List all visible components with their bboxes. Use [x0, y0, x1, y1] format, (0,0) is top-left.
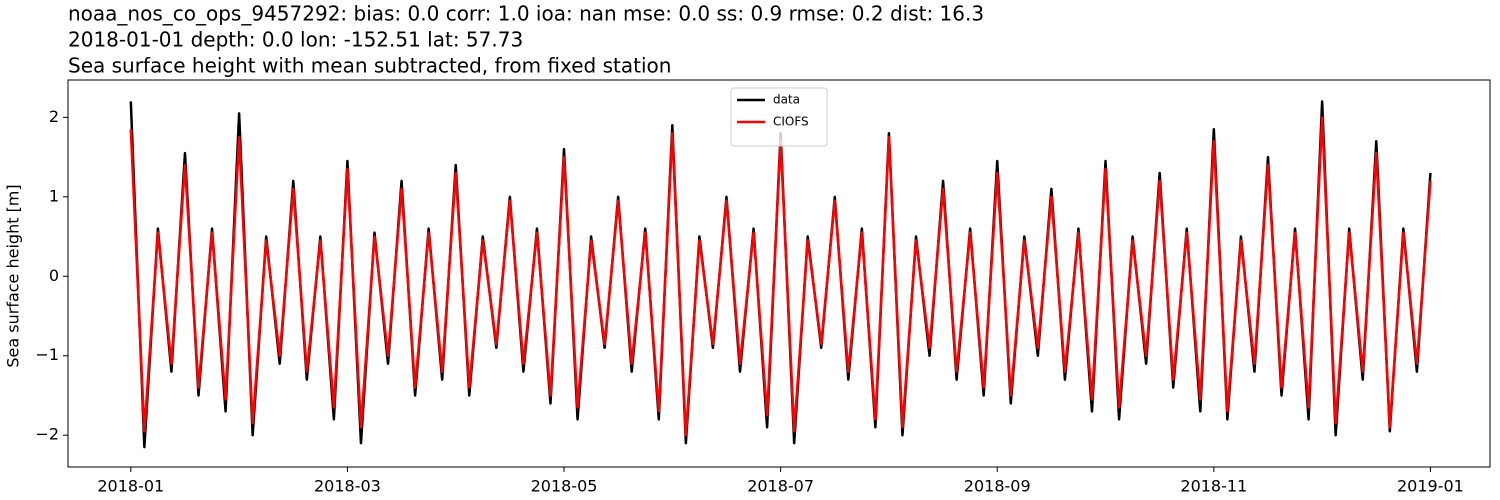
y-tick-label: 1	[49, 186, 59, 205]
series-line	[129, 116, 1432, 437]
x-tick-label: 2018-11	[1180, 477, 1247, 496]
x-tick-label: 2018-03	[314, 477, 381, 496]
chart-title: noaa_nos_co_ops_9457292: bias: 0.0 corr:…	[68, 2, 984, 26]
legend-label: CIOFS	[773, 115, 809, 129]
x-tick-label: 2018-01	[97, 477, 164, 496]
y-tick-label: −2	[35, 425, 59, 444]
legend-box	[730, 87, 828, 147]
x-tick-label: 2018-05	[531, 477, 598, 496]
chart-title: 2018-01-01 depth: 0.0 lon: -152.51 lat: …	[68, 28, 523, 52]
y-tick-label: 0	[49, 266, 59, 285]
legend-label: data	[773, 93, 800, 107]
y-axis-label: Sea surface height [m]	[4, 184, 23, 367]
chart-title: Sea surface height with mean subtracted,…	[68, 54, 671, 78]
plot-frame	[67, 79, 1491, 468]
y-tick-label: −1	[35, 345, 59, 364]
x-tick-label: 2018-07	[747, 477, 814, 496]
x-tick-label: 2019-01	[1397, 477, 1464, 496]
y-tick-label: 2	[49, 107, 59, 126]
x-tick-label: 2018-09	[964, 477, 1031, 496]
